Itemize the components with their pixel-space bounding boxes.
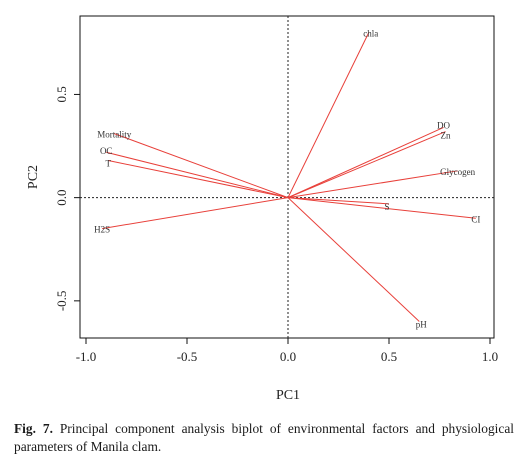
vector-glycogen <box>287 170 458 199</box>
x-tick-label: 1.0 <box>482 349 498 364</box>
vector-label-glycogen: Glycogen <box>440 167 475 177</box>
caption-text: Principal component analysis biplot of e… <box>14 421 514 454</box>
x-tick-label: -0.5 <box>177 349 198 364</box>
x-tick-label: 0.0 <box>280 349 296 364</box>
vector-label-ci: CI <box>471 214 480 224</box>
x-axis: -1.0 -0.5 0.0 0.5 1.0 <box>76 338 498 364</box>
vector-do <box>287 127 444 199</box>
vector-h2s <box>102 197 289 230</box>
loading-vectors <box>102 32 476 322</box>
y-tick-label: -0.5 <box>54 291 69 312</box>
x-tick-label: -1.0 <box>76 349 97 364</box>
vector-label-oc: OC <box>100 146 113 156</box>
x-axis-title: PC1 <box>276 388 300 403</box>
vector-ci <box>287 197 476 219</box>
plot-area-frame <box>79 15 495 339</box>
vector-t <box>108 159 289 199</box>
y-axis: -0.5 0.0 0.5 <box>54 86 80 311</box>
vector-mortality <box>114 133 289 199</box>
vector-label-zn: Zn <box>441 131 451 141</box>
y-axis-title: PC2 <box>26 165 41 189</box>
vector-label-ph: pH <box>416 319 428 329</box>
vector-label-chla: chla <box>363 29 378 39</box>
vector-label-mortality: Mortality <box>97 130 131 140</box>
vector-label-do: DO <box>437 120 450 130</box>
x-tick-label: 0.5 <box>381 349 397 364</box>
vector-chla <box>287 32 370 198</box>
vector-label-s: S <box>384 202 389 212</box>
y-tick-label: 0.5 <box>54 86 69 102</box>
caption-label: Fig. 7. <box>14 421 53 436</box>
vector-ph <box>287 197 420 322</box>
figure-caption: Fig. 7. Principal component analysis bip… <box>14 420 514 456</box>
y-tick-label: 0.0 <box>54 190 69 206</box>
vector-s <box>287 197 390 205</box>
vector-label-h2s: H2S <box>94 225 110 235</box>
reference-lines <box>80 16 494 338</box>
vector-label-t: T <box>105 158 111 168</box>
vector-zn <box>287 131 446 199</box>
vector-oc <box>106 151 289 199</box>
